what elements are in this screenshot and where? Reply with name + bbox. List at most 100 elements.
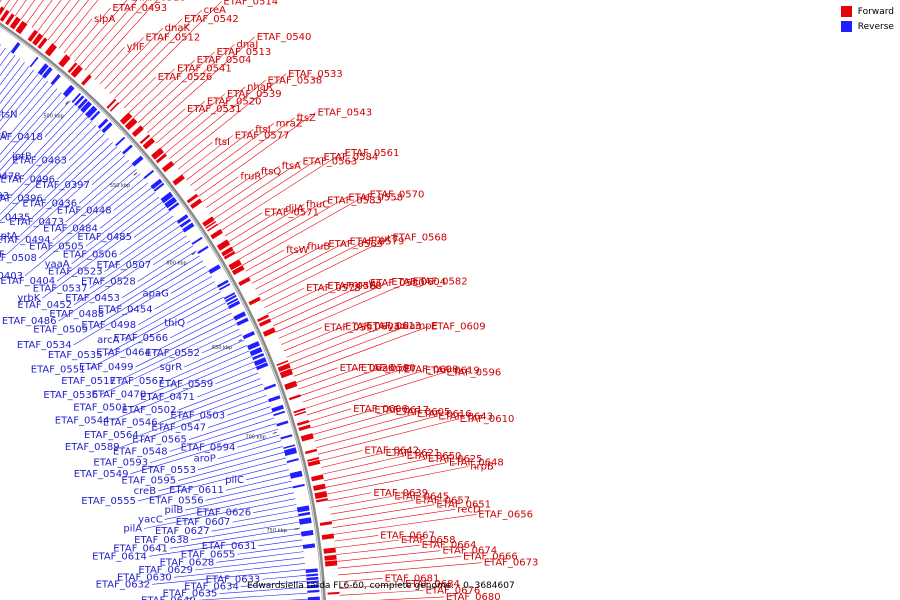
forward-gene-label[interactable]: ETAF_0606 bbox=[353, 404, 408, 415]
reverse-gene-label[interactable]: ETAF_0595 bbox=[121, 476, 176, 487]
reverse-gene-label[interactable]: ETAF_0418 bbox=[0, 132, 43, 143]
forward-gene-label[interactable]: dnaJ bbox=[237, 39, 259, 50]
reverse-gene-label[interactable]: ETAF_0484 bbox=[43, 224, 98, 235]
forward-gene-label[interactable]: ETAF_0639 bbox=[373, 488, 428, 499]
forward-gene-label[interactable]: ftsL bbox=[255, 124, 273, 135]
reverse-gene-label[interactable]: ETAF_0436 bbox=[22, 199, 77, 210]
reverse-gene-label[interactable]: ETAF_0638 bbox=[134, 535, 189, 546]
forward-gene-label[interactable]: creA bbox=[204, 5, 227, 16]
forward-gene-label[interactable]: ftsI bbox=[215, 137, 230, 148]
forward-gene-label[interactable]: ETAF_0542 bbox=[184, 14, 239, 25]
reverse-gene-label[interactable]: pilB bbox=[164, 505, 183, 516]
reverse-gene-label[interactable]: ETAF_0528 bbox=[81, 276, 136, 287]
reverse-gene-label[interactable]: ETAF_0517 bbox=[61, 376, 116, 387]
forward-gene-label[interactable]: mutT bbox=[371, 234, 398, 245]
forward-gene-label[interactable]: ETAF_0583 bbox=[327, 196, 382, 207]
reverse-gene-label[interactable]: ETAF_0632 bbox=[96, 579, 151, 590]
reverse-gene-label[interactable]: ETAF_0505 bbox=[29, 241, 84, 252]
reverse-gene-label[interactable]: ETAF_0631 bbox=[202, 541, 257, 552]
forward-gene-label[interactable]: ETAF_0568 bbox=[392, 232, 447, 243]
forward-gene-label[interactable]: ETAF_0664 bbox=[422, 540, 477, 551]
reverse-gene-label[interactable]: ETAF_0448 bbox=[57, 206, 112, 217]
forward-gene-label[interactable]: ETAF_0533 bbox=[288, 69, 343, 80]
forward-gene-label[interactable]: ETAF_0617 bbox=[374, 405, 429, 416]
forward-gene-label[interactable]: ETAF_0604 bbox=[391, 277, 446, 288]
forward-gene-label[interactable]: ETAF_0579 bbox=[350, 236, 405, 247]
forward-gene-label[interactable]: ETAF_0504 bbox=[197, 55, 252, 66]
reverse-gene-label[interactable]: ETAF_0589 bbox=[65, 442, 120, 453]
reverse-gene-label[interactable]: ETAF_0567 bbox=[110, 376, 165, 387]
forward-gene-label[interactable]: ETAF_0656 bbox=[478, 509, 533, 520]
forward-gene-label[interactable]: yfiF bbox=[127, 42, 145, 53]
forward-gene-label[interactable]: ETAF_0683 bbox=[466, 599, 521, 600]
forward-gene-label[interactable]: ftsZ bbox=[297, 113, 316, 124]
reverse-gene-label[interactable]: ETAF_0559 bbox=[159, 379, 214, 390]
forward-gene-label[interactable]: ETAF_0493 bbox=[112, 3, 167, 14]
reverse-gene-label[interactable]: ETAF_0486 bbox=[2, 316, 57, 327]
reverse-gene-label[interactable]: ETAF_0544 bbox=[55, 416, 110, 427]
forward-gene-label[interactable]: ETAF_0676 bbox=[426, 585, 481, 596]
reverse-gene-label[interactable]: ETAF_0629 bbox=[138, 565, 193, 576]
forward-gene-label[interactable]: ETAF_0582 bbox=[413, 276, 468, 287]
reverse-gene-label[interactable]: ETAF_0453 bbox=[65, 293, 120, 304]
reverse-gene-label[interactable]: ETAF_0534 bbox=[17, 340, 72, 351]
forward-gene-label[interactable]: ETAF_0608 bbox=[404, 364, 459, 375]
reverse-gene-label[interactable]: thiQ bbox=[164, 318, 185, 329]
forward-gene-label[interactable]: ftsA bbox=[282, 161, 301, 172]
reverse-gene-label[interactable]: ETAF_0473 bbox=[9, 217, 64, 228]
reverse-gene-label[interactable]: ETAF_0555 bbox=[81, 496, 136, 507]
forward-gene-label[interactable]: mraW bbox=[349, 279, 379, 290]
reverse-gene-label[interactable]: ETAF_0496 bbox=[0, 175, 55, 186]
reverse-gene-label[interactable]: ETAF_0499 bbox=[79, 362, 134, 373]
reverse-gene-label[interactable]: ETAF_0566 bbox=[113, 333, 168, 344]
forward-gene-label[interactable]: ETAF_0673 bbox=[484, 558, 539, 569]
reverse-gene-label[interactable]: ETAF_0506 bbox=[63, 250, 118, 261]
reverse-gene-label[interactable]: pilA bbox=[123, 524, 142, 535]
forward-gene-label[interactable]: ETAF_0580 bbox=[370, 278, 425, 289]
forward-gene-label[interactable]: ETAF_0571 bbox=[264, 208, 319, 219]
forward-gene-label[interactable]: recD bbox=[457, 504, 481, 515]
reverse-gene-label[interactable]: ETAF_0501 bbox=[73, 403, 128, 414]
forward-gene-label[interactable]: ETAF_0591 bbox=[324, 323, 379, 334]
reverse-gene-label[interactable]: ETAF_0655 bbox=[181, 549, 236, 560]
reverse-gene-label[interactable]: ETAF_0627 bbox=[155, 526, 210, 537]
reverse-gene-label[interactable]: sgrR bbox=[160, 362, 183, 373]
forward-gene-label[interactable]: ETAF_0658 bbox=[401, 535, 456, 546]
reverse-gene-label[interactable]: ETAF_0503 bbox=[170, 410, 225, 421]
reverse-gene-label[interactable]: ETAF_0470 bbox=[92, 390, 147, 401]
forward-gene-label[interactable]: ETAF_0680 bbox=[446, 592, 501, 600]
forward-gene-label[interactable]: fruR bbox=[240, 172, 261, 183]
forward-gene-label[interactable]: ETAF_0570 bbox=[370, 189, 425, 200]
reverse-gene-label[interactable]: ETAF_0635 bbox=[163, 589, 218, 600]
reverse-gene-label[interactable]: ETAF_0594 bbox=[181, 442, 236, 453]
reverse-gene-label[interactable]: ETAF_0502 bbox=[122, 405, 177, 416]
forward-gene-label[interactable]: ampD bbox=[382, 364, 412, 375]
forward-gene-label[interactable]: fhuC bbox=[306, 199, 329, 210]
forward-gene-label[interactable]: ETAF_0681 bbox=[385, 573, 440, 584]
forward-gene-label[interactable]: ETAF_0563 bbox=[303, 156, 358, 167]
forward-gene-label[interactable]: ampE bbox=[409, 321, 438, 332]
reverse-gene-label[interactable]: ETAF_0397 bbox=[35, 180, 90, 191]
forward-gene-label[interactable]: ETAF_0578 bbox=[306, 283, 361, 294]
forward-gene-label[interactable]: ETAF_0596 bbox=[447, 367, 502, 378]
reverse-gene-label[interactable]: ptsN bbox=[0, 110, 18, 121]
reverse-gene-label[interactable]: ETAF_0611 bbox=[169, 485, 224, 496]
reverse-gene-label[interactable]: iptB bbox=[12, 152, 32, 163]
reverse-gene-label[interactable]: ETAF_0471 bbox=[140, 392, 195, 403]
reverse-gene-label[interactable]: ETAF_0403 bbox=[0, 271, 23, 282]
reverse-gene-label[interactable]: yaaA bbox=[45, 259, 70, 270]
reverse-gene-label[interactable]: ETAF_0454 bbox=[98, 304, 153, 315]
reverse-gene-label[interactable]: creB bbox=[134, 486, 157, 497]
forward-gene-label[interactable]: ETAF_0666 bbox=[463, 551, 518, 562]
forward-gene-label[interactable]: ETAF_0543 bbox=[317, 108, 372, 119]
reverse-gene-label[interactable]: ETAF_0564 bbox=[84, 430, 139, 441]
forward-gene-label[interactable]: ETAF_0518 bbox=[131, 0, 186, 4]
reverse-gene-label[interactable]: ETAF_0536 bbox=[43, 390, 98, 401]
reverse-gene-label[interactable]: apaG bbox=[143, 288, 169, 299]
forward-gene-label[interactable]: ETAF_0558 bbox=[348, 192, 403, 203]
reverse-gene-label[interactable]: ETAF_0350 bbox=[0, 130, 8, 141]
forward-gene-label[interactable]: ETAF_0605 bbox=[396, 407, 451, 418]
reverse-gene-label[interactable]: ETAF_0494 bbox=[0, 235, 51, 246]
forward-gene-label[interactable]: ETAF_0584 bbox=[324, 152, 379, 163]
forward-gene-label[interactable]: mraZ bbox=[276, 118, 303, 129]
